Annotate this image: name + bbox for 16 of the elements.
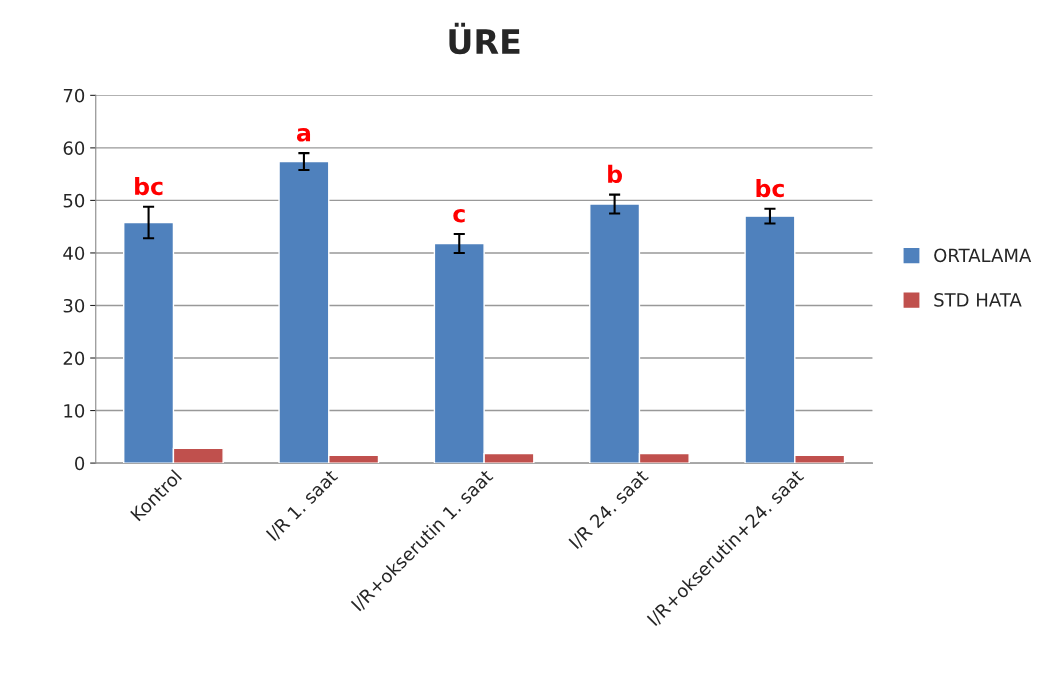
y-tick-label: 50 [63,193,85,208]
chart-title: ÜRE [449,22,520,55]
y-tick-label: 40 [63,246,85,261]
annotation: bc [135,176,163,196]
annotation: bc [756,179,784,198]
annotation: c [453,208,465,223]
y-tick-label: 60 [63,141,85,155]
annotation: a [296,128,311,142]
legend-label: ORTALAMA [934,248,1032,263]
annotation: b [608,164,622,184]
y-tick-label: 70 [63,88,85,103]
y-tick-label: 20 [63,351,85,366]
y-tick-label: 30 [63,298,85,313]
legend-label: STD HATA [934,293,1022,307]
y-tick-label: 0 [75,456,85,471]
y-tick-label: 10 [64,404,85,418]
